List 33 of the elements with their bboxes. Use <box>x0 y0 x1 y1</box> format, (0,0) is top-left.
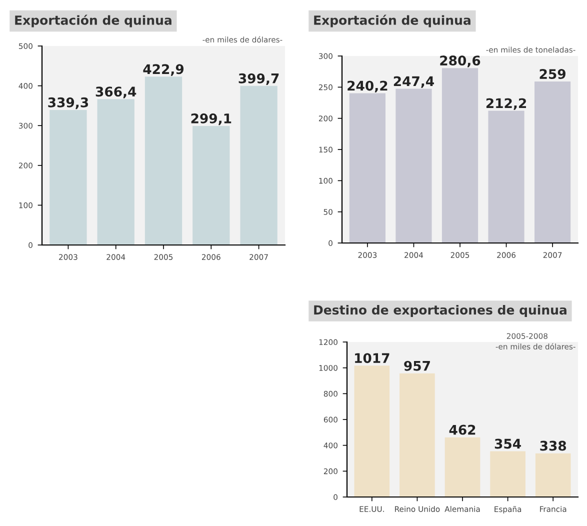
bar <box>349 93 386 243</box>
data-label: 339,3 <box>48 97 88 110</box>
bar <box>400 373 435 497</box>
data-label: 280,6 <box>440 56 480 68</box>
data-label: 259 <box>540 69 566 79</box>
data-label: 338 <box>540 440 566 451</box>
bar <box>396 88 432 243</box>
data-label: 212,2 <box>486 98 526 110</box>
bar <box>490 451 526 497</box>
bar <box>50 110 87 245</box>
data-label: 354 <box>494 438 521 449</box>
bar <box>97 99 134 245</box>
chart-title: Exportación de quinua <box>15 14 172 28</box>
data-label: 462 <box>449 424 476 435</box>
data-label: 957 <box>404 360 430 371</box>
data-label: 422,9 <box>143 64 184 76</box>
data-label: 1017 <box>355 353 390 364</box>
data-label: 299,1 <box>191 113 232 126</box>
data-label: 247,4 <box>394 76 434 88</box>
bar <box>442 68 478 243</box>
chart-title: Destino de exportaciones de quinua <box>314 304 566 318</box>
bar <box>535 453 571 497</box>
data-label: 240,2 <box>348 80 388 92</box>
bar <box>192 126 230 245</box>
bar <box>488 110 524 243</box>
bar <box>144 76 182 245</box>
chart-title: Exportación de quinua <box>314 14 470 28</box>
bar <box>354 366 390 497</box>
bar <box>240 86 278 245</box>
data-label: 399,7 <box>238 73 279 86</box>
bar <box>444 437 480 497</box>
bar <box>534 82 571 243</box>
data-label: 366,4 <box>96 86 136 98</box>
